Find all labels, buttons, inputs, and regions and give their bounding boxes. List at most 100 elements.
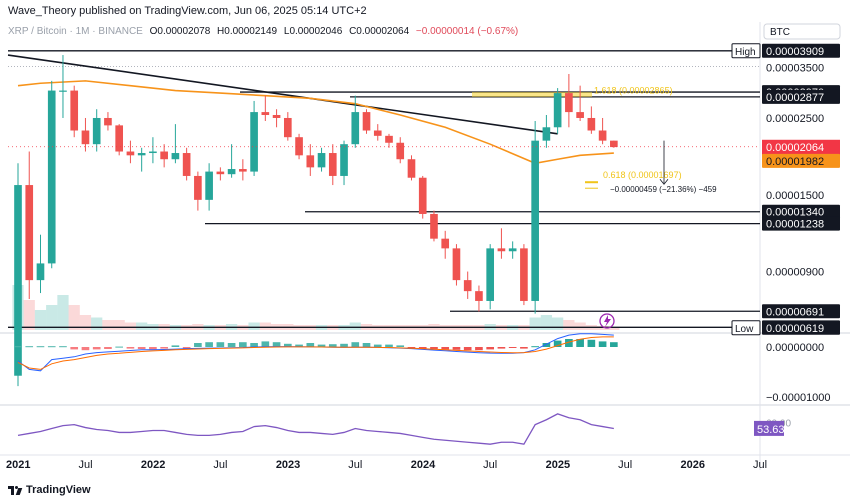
candle[interactable] — [430, 213, 438, 239]
candle[interactable] — [205, 171, 213, 200]
candle[interactable] — [396, 142, 405, 160]
candle[interactable] — [239, 169, 247, 172]
macd-histogram-bar — [36, 346, 45, 348]
candle[interactable] — [452, 248, 461, 281]
macd-histogram-bar — [385, 344, 393, 347]
price-axis-label: 0.00000900 — [766, 267, 824, 279]
candle[interactable] — [126, 151, 135, 156]
candle[interactable] — [295, 137, 303, 156]
candle[interactable] — [115, 125, 124, 152]
candle[interactable] — [542, 127, 551, 141]
low-value: L0.00002046 — [283, 26, 343, 37]
candle[interactable] — [463, 280, 472, 292]
candle[interactable] — [182, 153, 191, 176]
macd-histogram-bar — [59, 346, 67, 348]
macd-histogram-bar — [92, 347, 101, 350]
symbol-label[interactable]: XRP / Bitcoin · 1M · BINANCE — [8, 26, 143, 37]
macd-histogram-bar — [306, 343, 315, 347]
volume-bar — [574, 322, 586, 330]
lightning-icon[interactable] — [599, 313, 615, 329]
volume-bar — [248, 322, 260, 330]
candle[interactable] — [137, 153, 146, 156]
macd-histogram-bar — [104, 347, 112, 349]
candle[interactable] — [171, 153, 180, 160]
volume-bar — [79, 315, 92, 330]
candle[interactable] — [47, 90, 56, 264]
candle[interactable] — [475, 291, 483, 301]
candle[interactable] — [497, 248, 506, 252]
candle[interactable] — [36, 263, 45, 281]
macd-histogram-bar — [565, 339, 573, 347]
rsi-value-tag-box — [754, 420, 784, 436]
currency-badge[interactable] — [763, 23, 841, 40]
candle[interactable] — [306, 155, 315, 168]
tradingview-footer: TradingView — [8, 484, 91, 496]
ema-line — [17, 80, 614, 165]
candle[interactable] — [261, 112, 270, 116]
candle[interactable] — [194, 175, 202, 200]
candle[interactable] — [587, 117, 596, 131]
fib-zone — [472, 92, 592, 97]
candle[interactable] — [149, 151, 157, 154]
volume-bar — [91, 317, 103, 330]
candle[interactable] — [407, 159, 416, 178]
candle[interactable] — [81, 130, 90, 145]
candle[interactable] — [351, 112, 360, 145]
candle[interactable] — [610, 140, 618, 148]
candle[interactable] — [250, 112, 258, 172]
candle[interactable] — [418, 177, 427, 214]
lightning-icon-bolt — [604, 315, 611, 327]
candle[interactable] — [328, 153, 337, 176]
macd-histogram-bar — [272, 342, 281, 347]
candle[interactable] — [227, 169, 236, 175]
macd-axis-label: 0.00000000 — [766, 342, 824, 354]
candle[interactable] — [92, 117, 101, 145]
candle[interactable] — [520, 248, 528, 301]
time-axis-label: Jul — [78, 459, 92, 471]
candle[interactable] — [283, 117, 292, 138]
candle[interactable] — [216, 171, 225, 175]
candle[interactable] — [486, 248, 495, 301]
candle[interactable] — [362, 112, 371, 131]
volume-bar — [23, 300, 35, 330]
macd-histogram-bar — [283, 343, 292, 347]
measure-arrow-head — [659, 178, 669, 185]
macd-histogram-bar — [418, 347, 427, 349]
candle[interactable] — [14, 185, 22, 376]
macd-histogram-bar — [194, 343, 202, 347]
candle[interactable] — [508, 248, 517, 252]
candle[interactable] — [317, 153, 326, 168]
candle[interactable] — [441, 238, 450, 249]
high-tag-box — [731, 43, 761, 59]
candle[interactable] — [25, 185, 34, 281]
volume-bar — [608, 327, 620, 330]
candle[interactable] — [553, 93, 562, 128]
candle[interactable] — [160, 151, 168, 160]
macd-histogram-bar — [553, 340, 562, 347]
candle[interactable] — [531, 140, 539, 301]
macd-histogram-bar — [295, 344, 303, 347]
candle[interactable] — [70, 90, 79, 131]
macd-histogram-bar — [70, 347, 79, 350]
low-tag-box — [731, 320, 761, 336]
volume-bar — [102, 320, 114, 330]
volume-bar — [136, 322, 148, 330]
macd-histogram-bar — [171, 345, 180, 347]
candle[interactable] — [565, 93, 573, 113]
publish-header: Wave_Theory published on TradingView.com… — [0, 0, 850, 22]
candle[interactable] — [385, 135, 393, 143]
time-axis-label: 2021 — [6, 459, 30, 471]
candle[interactable] — [59, 90, 67, 92]
volume-bar — [259, 322, 271, 330]
level-price-tag: 0.00001340 — [766, 207, 824, 219]
candle[interactable] — [598, 130, 607, 141]
change-value: −0.00000014 (−0.67%) — [415, 26, 519, 37]
tradingview-logo-icon — [8, 485, 23, 495]
candle[interactable] — [104, 117, 112, 126]
candle[interactable] — [272, 115, 281, 118]
trendline[interactable] — [7, 54, 558, 135]
candle[interactable] — [576, 112, 584, 118]
candle[interactable] — [340, 144, 348, 176]
candle[interactable] — [373, 130, 382, 136]
